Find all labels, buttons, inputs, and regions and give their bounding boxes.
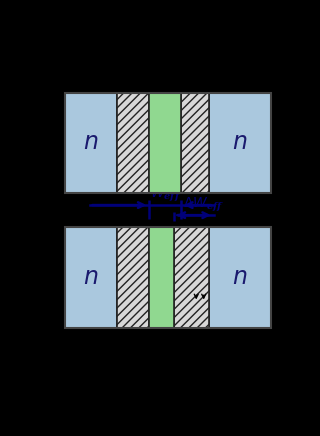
Bar [181,92,209,193]
Text: $p$: $p$ [154,266,170,289]
Text: $\Delta W_{\mathregular{eff}}$: $\Delta W_{\mathregular{eff}}$ [183,196,224,214]
Bar [209,92,271,193]
Bar [149,92,181,193]
Text: $W_{\mathregular{eff}}$: $W_{\mathregular{eff}}$ [150,186,182,204]
Bar [174,227,209,327]
Text: $n$: $n$ [83,266,99,289]
Bar [209,227,271,327]
Bar [65,92,271,193]
Bar [65,227,117,327]
Bar [65,227,271,327]
Bar [149,227,174,327]
Bar [117,227,149,327]
Text: $n$: $n$ [83,132,99,154]
Text: $n$: $n$ [232,132,247,154]
Bar [65,92,117,193]
Text: $p$: $p$ [157,132,173,154]
Text: $n$: $n$ [232,266,247,289]
Bar [117,92,149,193]
